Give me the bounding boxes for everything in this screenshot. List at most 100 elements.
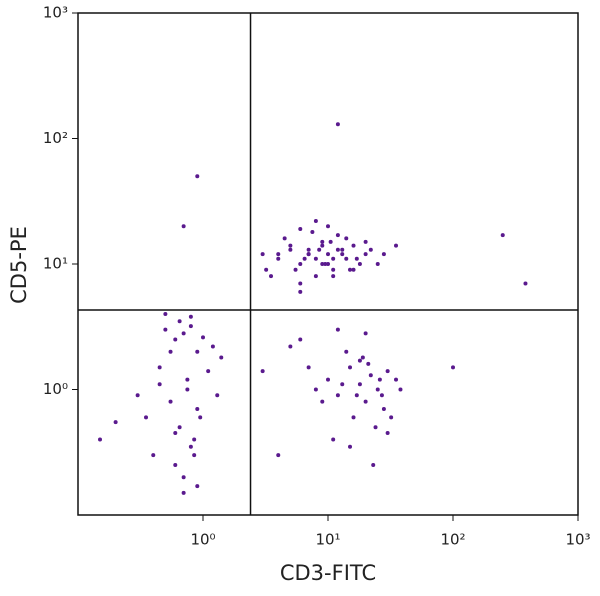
event-dot (195, 406, 200, 411)
event-dot (313, 387, 318, 392)
event-dot (195, 349, 200, 354)
event-dot (293, 267, 298, 272)
event-dot (381, 252, 386, 257)
event-dot (354, 256, 359, 261)
event-dot (177, 319, 182, 324)
event-dot (195, 484, 200, 489)
event-dot (375, 262, 380, 266)
event-dot (360, 355, 365, 360)
event-dot (306, 247, 311, 252)
event-dot (363, 252, 368, 257)
event-dot (335, 393, 340, 398)
event-dot (340, 247, 345, 252)
event-dot (344, 236, 349, 241)
event-dot (375, 387, 380, 392)
event-dot (157, 382, 162, 387)
event-dot (215, 393, 220, 398)
event-dot (206, 369, 211, 374)
event-dot (357, 382, 362, 387)
event-dot (282, 236, 287, 241)
event-dot (298, 281, 303, 286)
event-dot (317, 247, 322, 252)
event-dot (335, 327, 340, 332)
event-dot (331, 267, 336, 272)
event-dot (306, 365, 311, 370)
event-dot (298, 227, 303, 232)
event-dot (385, 431, 390, 436)
event-dot (264, 267, 269, 272)
event-dot (192, 453, 197, 458)
event-dot (351, 415, 356, 420)
event-dot (298, 337, 303, 342)
event-dot (313, 274, 318, 279)
event-dot (201, 335, 205, 340)
event-dot (351, 267, 356, 272)
event-dot (188, 314, 193, 319)
event-dot (363, 331, 368, 336)
event-dot (306, 252, 311, 257)
event-dot (269, 274, 274, 279)
event-dot (310, 229, 315, 234)
event-dot (320, 239, 325, 244)
event-dot (173, 431, 178, 436)
y-tick-label: 10¹ (43, 255, 68, 273)
event-dot (326, 377, 330, 382)
event-dot (198, 415, 203, 420)
event-dot (348, 365, 353, 370)
event-dot (344, 349, 349, 354)
event-dot (331, 274, 336, 279)
event-dot (98, 437, 103, 442)
event-dot (340, 382, 345, 387)
x-tick-label: 10² (440, 531, 465, 549)
event-dot (135, 393, 140, 398)
event-dot (354, 393, 359, 398)
event-dot (348, 444, 353, 449)
event-dot (185, 387, 190, 392)
event-dot (363, 239, 368, 244)
event-dot (113, 420, 118, 425)
event-dot (188, 444, 193, 449)
event-dot (323, 262, 328, 266)
event-dot (298, 262, 303, 266)
event-dot (168, 399, 173, 404)
x-axis-label: CD3-FITC (280, 561, 376, 585)
event-dot (340, 252, 345, 257)
event-dot (173, 463, 178, 468)
event-dot (335, 233, 340, 238)
event-dot (302, 256, 307, 261)
event-dot (260, 369, 265, 374)
event-dot (394, 243, 399, 248)
event-dot (366, 361, 371, 366)
event-dot (373, 425, 378, 430)
x-tick-label: 10³ (565, 531, 590, 549)
event-dot (320, 399, 325, 404)
y-tick-label: 10² (43, 129, 68, 147)
event-dot (144, 415, 149, 420)
event-dot (368, 373, 373, 378)
event-dot (394, 377, 399, 382)
event-dot (276, 252, 281, 257)
event-dot (195, 174, 200, 179)
event-dot (298, 289, 303, 294)
event-dot (181, 331, 186, 336)
event-dot (357, 262, 362, 266)
event-dot (348, 267, 353, 272)
event-dot (276, 256, 281, 261)
event-dot (288, 243, 293, 248)
event-dot (379, 393, 384, 398)
event-dot (219, 355, 224, 360)
event-dot (192, 437, 197, 442)
event-dot (326, 252, 330, 257)
event-dot (313, 256, 318, 261)
event-dot (368, 247, 373, 252)
event-dot (163, 311, 168, 316)
event-dot (168, 349, 173, 354)
event-dot (331, 256, 336, 261)
event-dot (173, 337, 178, 342)
event-dot (326, 262, 330, 266)
y-axis-label: CD5-PE (7, 226, 31, 304)
event-dot (185, 377, 190, 382)
event-dot (335, 122, 340, 127)
event-dot (313, 219, 318, 224)
x-tick-label: 10¹ (315, 531, 340, 549)
